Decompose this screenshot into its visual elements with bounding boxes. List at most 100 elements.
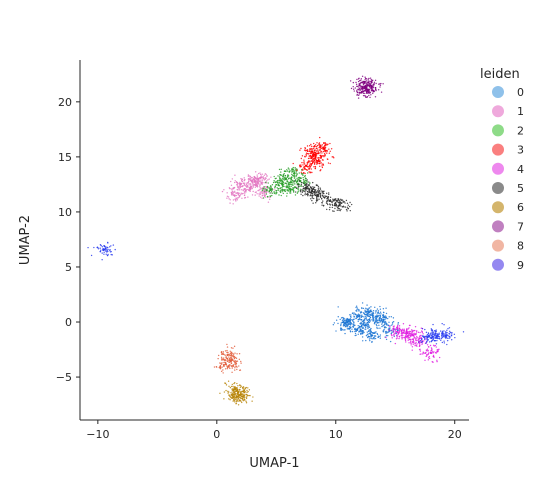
data-point-jitter xyxy=(235,389,238,392)
data-point-jitter xyxy=(406,334,409,337)
data-point-jitter xyxy=(414,333,417,335)
data-point-jitter xyxy=(267,187,269,189)
data-point-jitter xyxy=(449,335,451,338)
data-point-jitter xyxy=(330,148,333,150)
data-point-jitter xyxy=(353,322,355,324)
data-point-jitter xyxy=(257,177,259,179)
data-point-jitter xyxy=(103,245,105,247)
data-point-jitter xyxy=(437,335,440,338)
data-point-jitter xyxy=(448,327,451,329)
data-point-jitter xyxy=(298,180,301,182)
data-point-jitter xyxy=(237,194,240,196)
data-point-jitter xyxy=(324,149,326,151)
data-point-jitter xyxy=(372,318,375,320)
data-point-jitter xyxy=(311,155,314,157)
legend-label: 7 xyxy=(517,220,524,233)
data-point-jitter xyxy=(247,182,249,184)
data-point-jitter xyxy=(231,178,234,180)
data-point-jitter xyxy=(314,145,316,148)
data-point-jitter xyxy=(308,181,310,183)
data-point-jitter xyxy=(358,91,361,94)
data-point-jitter xyxy=(245,393,247,396)
data-point-jitter xyxy=(408,331,410,334)
data-point-jitter xyxy=(240,360,242,363)
data-point-jitter xyxy=(258,183,260,185)
data-point-jitter xyxy=(431,348,433,350)
data-point-jitter xyxy=(231,189,233,191)
legend-label: 5 xyxy=(517,182,524,195)
data-point-jitter xyxy=(396,330,398,333)
data-point-jitter xyxy=(368,88,371,91)
data-point-jitter xyxy=(308,168,310,171)
data-point-jitter xyxy=(282,181,285,184)
data-point-jitter xyxy=(436,339,438,342)
y-axis-title: UMAP-2 xyxy=(18,215,33,265)
data-point-jitter xyxy=(319,196,322,199)
data-point-jitter xyxy=(223,359,226,362)
data-point-jitter xyxy=(316,149,319,151)
data-point-jitter xyxy=(405,331,408,333)
data-point-jitter xyxy=(366,322,368,324)
data-point-jitter xyxy=(361,333,364,335)
data-point-jitter xyxy=(364,317,367,320)
data-point-jitter xyxy=(290,187,292,190)
data-point-jitter xyxy=(233,357,236,360)
data-point-jitter xyxy=(236,360,239,362)
data-point-jitter xyxy=(242,387,244,390)
data-point-jitter xyxy=(220,352,223,354)
data-point-jitter xyxy=(345,319,347,321)
data-point-jitter xyxy=(305,169,308,171)
data-point-jitter xyxy=(306,185,308,187)
data-point-jitter xyxy=(373,90,375,93)
data-point-jitter xyxy=(361,75,364,77)
data-point-jitter xyxy=(365,307,367,309)
data-point-jitter xyxy=(361,311,363,314)
data-point-jitter xyxy=(329,150,331,152)
data-point-jitter xyxy=(407,336,410,339)
data-point-jitter xyxy=(231,388,233,390)
data-point-jitter xyxy=(87,246,89,249)
data-point-jitter xyxy=(259,187,261,189)
data-point-jitter xyxy=(398,325,401,327)
data-point-jitter xyxy=(101,259,103,261)
data-point-jitter xyxy=(278,168,281,171)
x-tick-label: 0 xyxy=(213,428,220,441)
data-point-jitter xyxy=(431,332,434,334)
data-point-jitter xyxy=(281,177,284,179)
data-point-jitter xyxy=(349,314,351,316)
data-point-jitter xyxy=(300,185,303,187)
data-point-jitter xyxy=(227,353,229,355)
data-point-jitter xyxy=(252,181,254,183)
data-point-jitter xyxy=(333,157,335,159)
data-point-jitter xyxy=(258,195,260,197)
data-point-jitter xyxy=(414,344,416,347)
data-point-jitter xyxy=(304,147,306,149)
data-point-jitter xyxy=(226,192,228,194)
data-point-jitter xyxy=(361,307,363,310)
data-point-jitter xyxy=(428,346,430,348)
data-point-jitter xyxy=(256,174,258,176)
data-point-jitter xyxy=(248,184,250,186)
data-point-jitter xyxy=(262,175,264,178)
data-point-jitter xyxy=(278,194,280,196)
legend-label: 2 xyxy=(517,124,524,137)
data-point-jitter xyxy=(332,210,334,212)
data-point-jitter xyxy=(319,194,322,196)
data-point-jitter xyxy=(314,188,316,191)
data-point-jitter xyxy=(230,365,232,367)
data-point-jitter xyxy=(278,184,280,187)
data-point-jitter xyxy=(234,381,236,384)
data-point-jitter xyxy=(318,162,320,165)
data-point-jitter xyxy=(419,339,422,342)
data-point-jitter xyxy=(312,186,314,188)
data-point-jitter xyxy=(290,183,292,186)
data-point-jitter xyxy=(264,194,266,197)
data-point-jitter xyxy=(229,352,231,355)
data-point-jitter xyxy=(268,198,271,201)
data-point-jitter xyxy=(293,171,296,173)
data-point-jitter xyxy=(232,400,234,402)
data-point-jitter xyxy=(309,156,312,158)
data-point-jitter xyxy=(259,173,262,176)
data-point-jitter xyxy=(372,332,375,334)
